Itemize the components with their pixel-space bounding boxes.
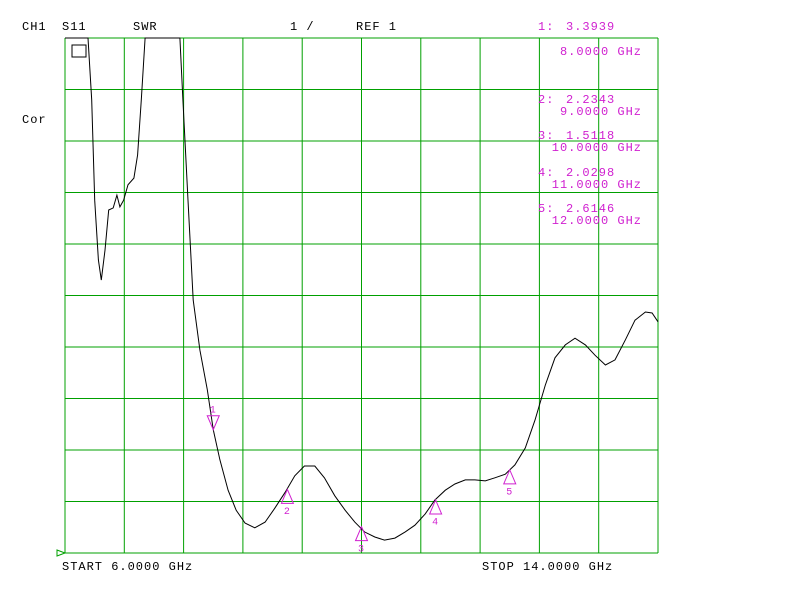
marker-number: 5 — [506, 487, 513, 498]
marker-readout-index: 3: — [538, 129, 554, 143]
marker-readout-frequency: 9.0000 GHz — [560, 105, 642, 119]
scale: 1 / — [290, 20, 315, 34]
marker-readout-value: 2.0298 — [566, 166, 615, 180]
format: SWR — [133, 20, 158, 34]
marker — [280, 488, 295, 504]
marker-readout-index: 1: — [538, 20, 554, 34]
marker-readout-frequency: 10.0000 GHz — [552, 141, 642, 155]
marker-number: 4 — [432, 518, 439, 529]
marker-readout-value: 2.2343 — [566, 93, 615, 107]
marker-readout-index: 4: — [538, 166, 554, 180]
marker-number: 3 — [358, 544, 365, 555]
marker-readout-frequency: 11.0000 GHz — [552, 178, 642, 192]
marker-readout-index: 5: — [538, 202, 554, 216]
marker-readout-frequency: 8.0000 GHz — [560, 45, 642, 59]
channel: CH1 — [22, 20, 47, 34]
status-icon — [71, 44, 87, 58]
correction: Cor — [22, 113, 47, 127]
marker-readout-index: 2: — [538, 93, 554, 107]
marker-number: 1 — [210, 405, 217, 416]
marker — [206, 415, 221, 431]
marker-readout-value: 3.3939 — [566, 20, 615, 34]
marker-readout-value: 2.6146 — [566, 202, 615, 216]
reference: REF 1 — [356, 20, 397, 34]
parameter: S11 — [62, 20, 87, 34]
marker-number: 2 — [284, 507, 291, 518]
marker-readout-frequency: 12.0000 GHz — [552, 214, 642, 228]
start-frequency: START 6.0000 GHz — [62, 560, 193, 574]
stop-frequency: STOP 14.0000 GHz — [482, 560, 613, 574]
marker — [428, 498, 443, 515]
reference-pointer — [56, 549, 67, 557]
marker-readout-value: 1.5118 — [566, 129, 615, 143]
trace — [65, 37, 659, 541]
marker — [354, 525, 369, 542]
marker — [502, 468, 517, 485]
